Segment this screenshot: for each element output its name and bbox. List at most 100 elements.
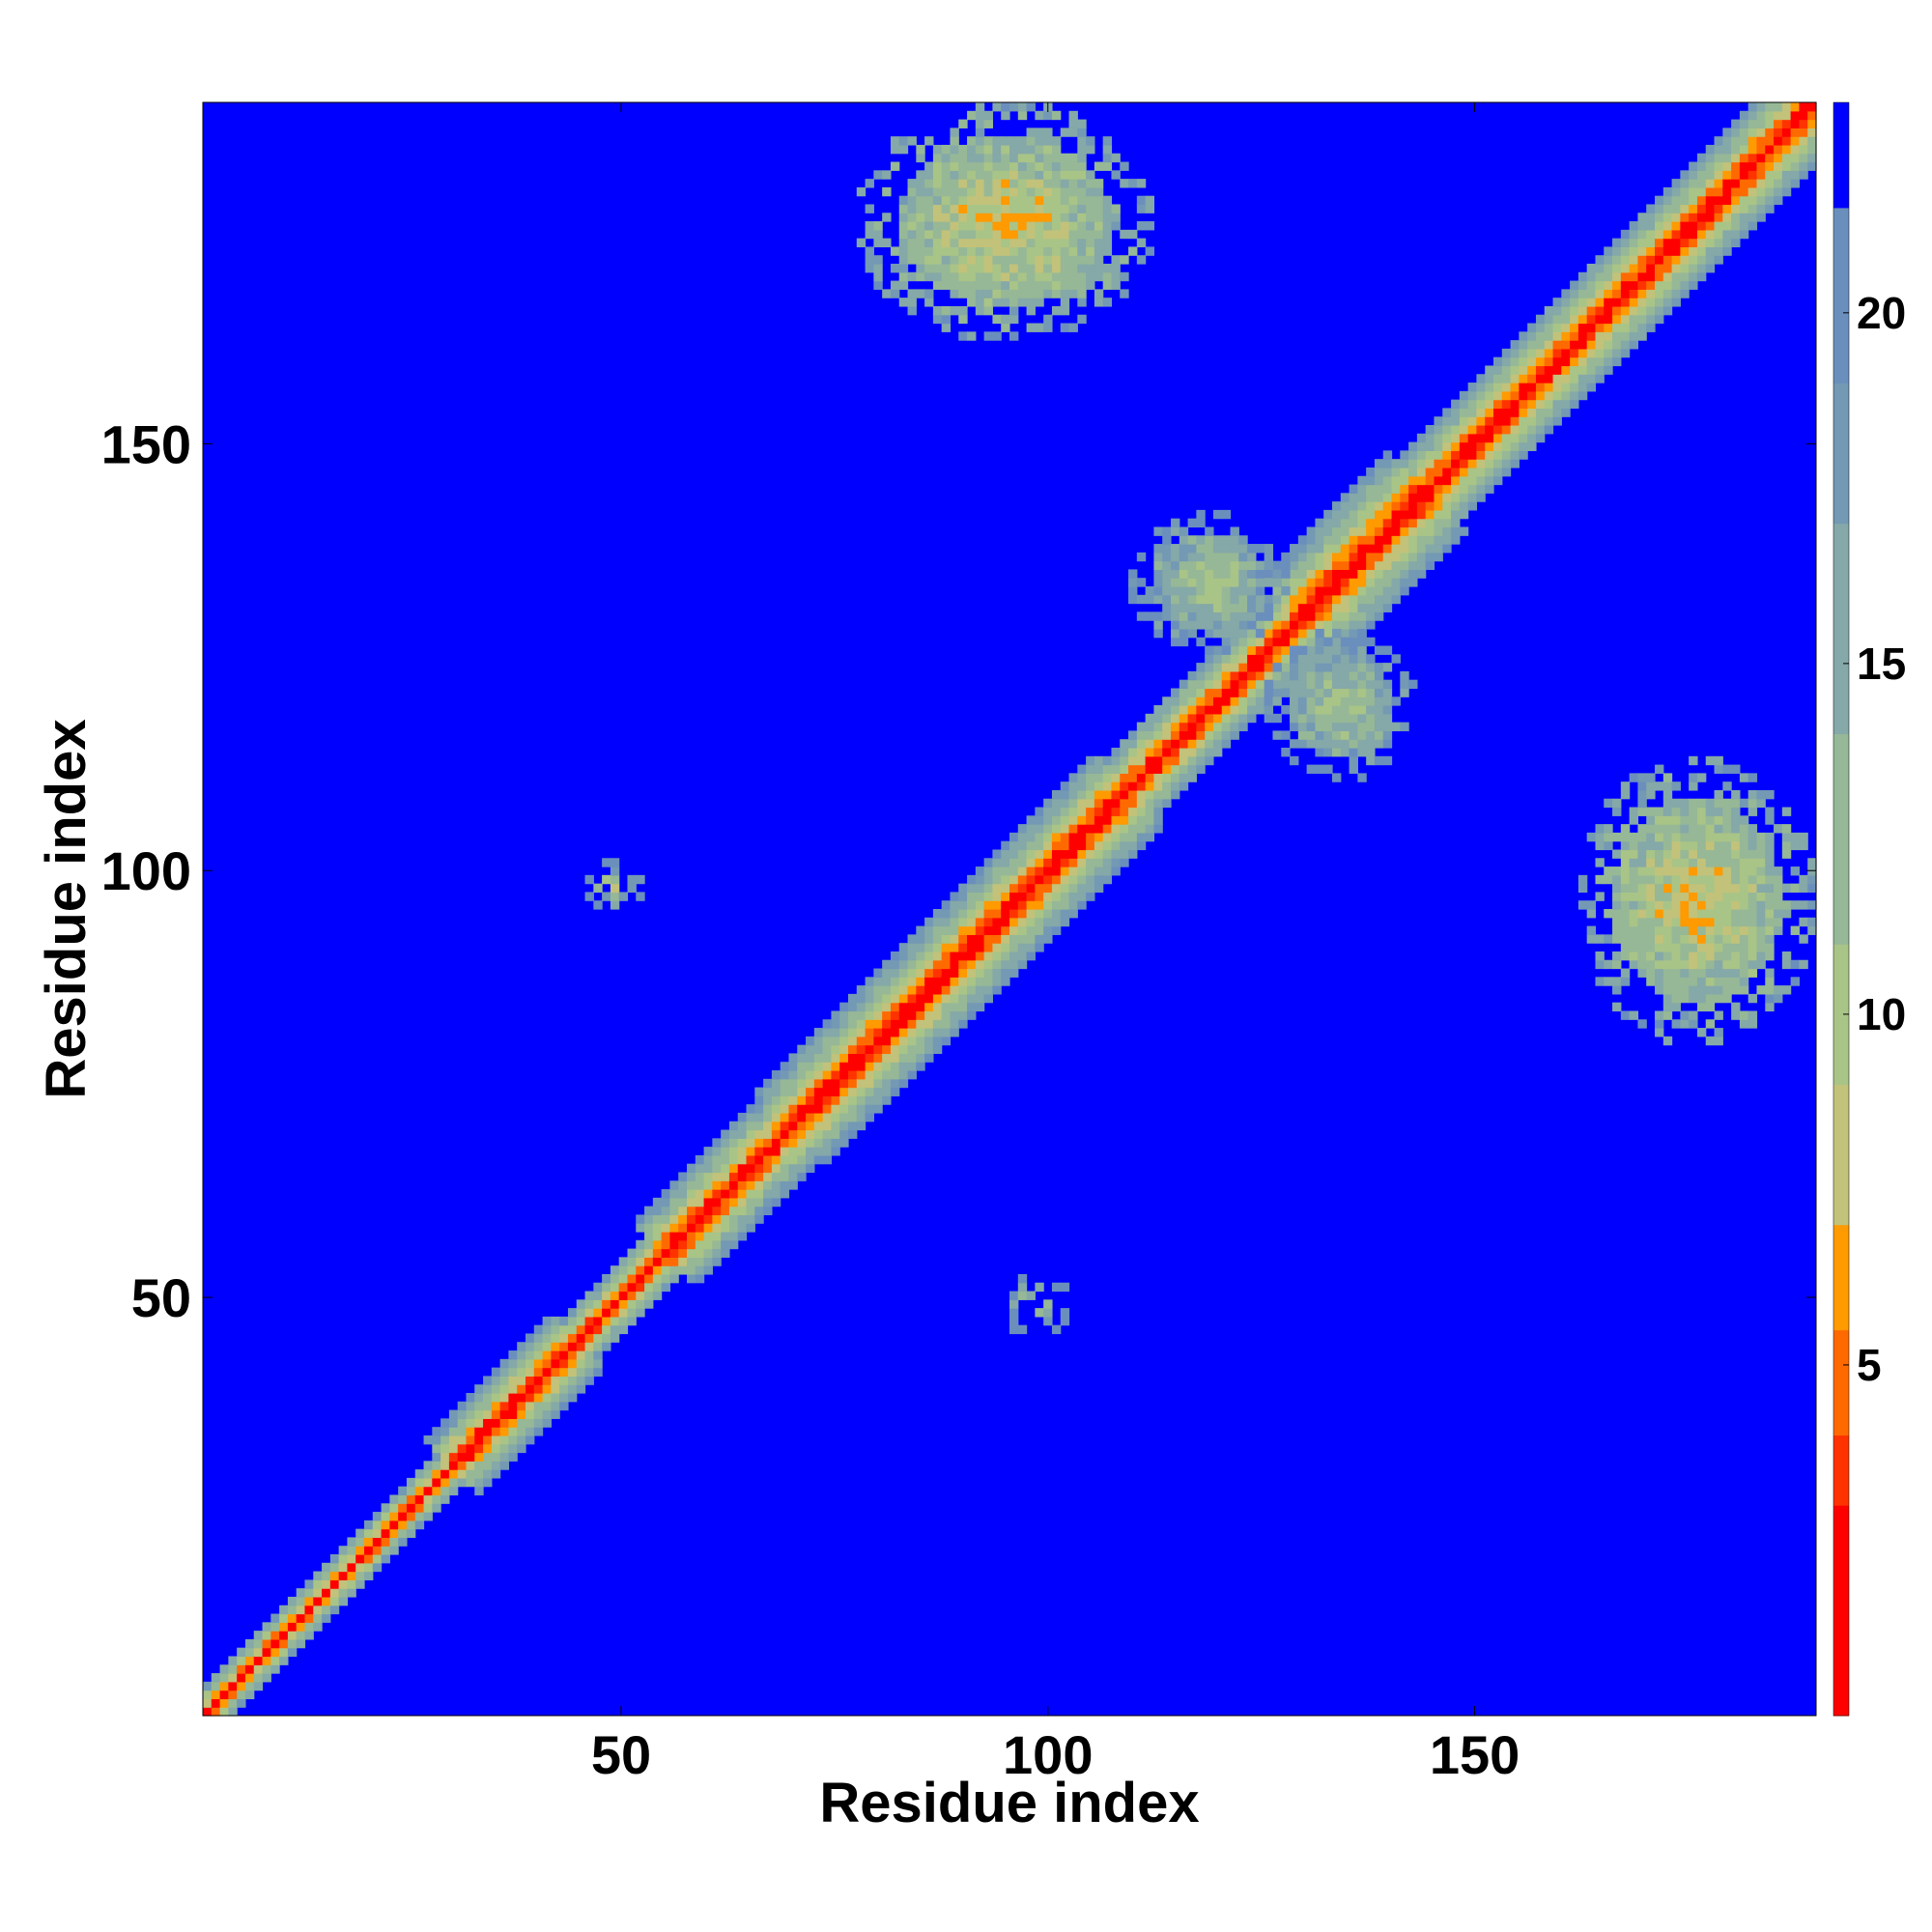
heatmap-contact-cell (1604, 909, 1613, 919)
heatmap-contact-cell (1009, 1324, 1019, 1335)
heatmap-cell (237, 1690, 246, 1700)
heatmap-cell (882, 1053, 892, 1063)
heatmap-cell (1790, 110, 1801, 121)
heatmap-contact-cell (1646, 832, 1656, 842)
heatmap-cell (1221, 713, 1232, 724)
heatmap-contact-cell (1035, 221, 1044, 231)
heatmap-cell (244, 1664, 255, 1674)
heatmap-contact-cell (1026, 161, 1036, 171)
heatmap-contact-cell (1637, 968, 1647, 978)
heatmap-cell (1680, 186, 1690, 197)
heatmap-cell (1391, 475, 1401, 486)
heatmap-cell (1774, 136, 1783, 146)
heatmap-cell (1128, 849, 1138, 859)
heatmap-cell (865, 1019, 874, 1029)
heatmap-cell (882, 1078, 892, 1089)
heatmap-cell (1357, 611, 1367, 621)
heatmap-contact-cell (1586, 832, 1597, 842)
heatmap-cell (279, 1638, 289, 1649)
heatmap-cell (448, 1409, 459, 1419)
heatmap-contact-cell (890, 136, 900, 146)
heatmap-cell (1001, 943, 1010, 952)
heatmap-cell (1238, 628, 1248, 639)
heatmap-cell (499, 1367, 510, 1378)
heatmap-contact-cell (1068, 229, 1078, 240)
heatmap-cell (856, 1053, 867, 1063)
heatmap-contact-cell (1604, 840, 1613, 851)
heatmap-cell (219, 1690, 229, 1700)
heatmap-contact-cell (898, 195, 909, 206)
heatmap-contact-cell (1731, 840, 1741, 851)
heatmap-contact-cell (1620, 840, 1631, 851)
heatmap-cell (593, 1324, 603, 1335)
heatmap-cell (1476, 390, 1486, 401)
heatmap-cell (1680, 204, 1690, 213)
heatmap-cell (1756, 179, 1766, 188)
heatmap-cell (389, 1512, 399, 1521)
heatmap-cell (610, 1291, 620, 1300)
heatmap-cell (432, 1477, 441, 1488)
plot-frame (202, 101, 1817, 1717)
heatmap-contact-cell (1060, 170, 1070, 180)
heatmap-cell (1315, 594, 1324, 605)
heatmap-contact-cell (958, 186, 968, 197)
heatmap-cell (763, 1180, 773, 1190)
heatmap-cell (1128, 807, 1138, 816)
heatmap-contact-cell (1646, 977, 1656, 986)
heatmap-cell (1051, 874, 1062, 885)
heatmap-cell (1290, 569, 1299, 579)
heatmap-contact-cell (898, 280, 909, 290)
heatmap-cell (1416, 518, 1427, 528)
heatmap-cell (381, 1520, 390, 1530)
heatmap-contact-cell (1382, 696, 1393, 706)
heatmap-cell (1493, 416, 1503, 426)
heatmap-cell (1510, 459, 1520, 469)
heatmap-contact-cell (1051, 289, 1062, 298)
heatmap-contact-cell (1765, 874, 1775, 885)
heatmap-cell (950, 985, 959, 995)
heatmap-contact-cell (1068, 179, 1078, 188)
heatmap-cell (890, 1010, 900, 1020)
heatmap-cell (1696, 246, 1707, 256)
heatmap-contact-cell (983, 186, 994, 197)
heatmap-cell (1349, 578, 1358, 587)
heatmap-cell (542, 1367, 552, 1378)
heatmap-contact-cell (1162, 586, 1172, 596)
heatmap-cell (1009, 959, 1019, 970)
heatmap-contact-cell (1060, 271, 1070, 282)
heatmap-cell (950, 925, 959, 935)
heatmap-contact-cell (1017, 195, 1028, 206)
heatmap-cell (1238, 637, 1248, 647)
heatmap-contact-cell (1077, 271, 1087, 282)
heatmap-contact-cell (1017, 289, 1028, 298)
heatmap-cell (1561, 348, 1571, 358)
heatmap-cell (763, 1112, 773, 1122)
heatmap-contact-cell (1035, 1282, 1044, 1293)
heatmap-cell (907, 1062, 917, 1071)
heatmap-cell (856, 1019, 867, 1029)
heatmap-cell (1102, 807, 1113, 816)
heatmap-cell (1799, 153, 1808, 163)
heatmap-cell (1612, 356, 1622, 367)
heatmap-contact-cell (1739, 968, 1749, 978)
heatmap-cell (1612, 305, 1622, 316)
heatmap-cell (839, 1078, 849, 1089)
heatmap-cell (1349, 603, 1358, 612)
heatmap-cell (1051, 798, 1062, 809)
heatmap-contact-cell (1026, 238, 1036, 248)
heatmap-cell (975, 985, 985, 995)
heatmap-cell (763, 1197, 773, 1208)
heatmap-cell (322, 1579, 331, 1589)
heatmap-cell (1171, 764, 1180, 774)
heatmap-cell (1340, 493, 1350, 502)
heatmap-cell (474, 1461, 484, 1470)
heatmap-cell (542, 1333, 552, 1343)
heatmap-cell (1120, 748, 1129, 757)
heatmap-contact-cell (992, 186, 1002, 197)
heatmap-cell (1374, 484, 1384, 494)
heatmap-contact-cell (856, 238, 867, 248)
heatmap-cell (652, 1232, 663, 1241)
heatmap-cell (1467, 441, 1478, 451)
heatmap-cell (788, 1112, 798, 1122)
